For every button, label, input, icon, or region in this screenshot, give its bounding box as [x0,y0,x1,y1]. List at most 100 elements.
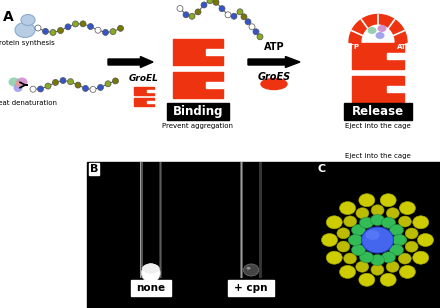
Circle shape [35,25,41,31]
Circle shape [245,19,251,25]
Bar [140,162,141,278]
Ellipse shape [348,234,363,245]
Circle shape [249,24,255,30]
Ellipse shape [142,264,160,282]
Ellipse shape [261,79,287,90]
Circle shape [67,79,73,85]
Polygon shape [134,98,154,106]
Circle shape [207,0,213,4]
Ellipse shape [400,202,415,215]
Bar [344,103,412,120]
Circle shape [30,86,36,92]
Bar [160,162,161,278]
Ellipse shape [370,214,385,225]
FancyArrow shape [248,56,300,67]
Ellipse shape [356,208,369,219]
Bar [315,162,440,308]
Bar [87,162,315,308]
Ellipse shape [398,216,411,227]
Ellipse shape [356,261,369,272]
Polygon shape [206,82,224,87]
Ellipse shape [386,261,399,272]
Ellipse shape [375,32,385,39]
Circle shape [213,0,219,5]
Ellipse shape [418,233,433,246]
Polygon shape [387,86,405,91]
Polygon shape [362,25,394,43]
Ellipse shape [380,273,396,286]
Text: Heat denaturation: Heat denaturation [0,100,57,106]
Circle shape [75,82,81,88]
Text: Binding: Binding [173,105,223,118]
Ellipse shape [371,205,384,216]
Ellipse shape [359,217,374,228]
Ellipse shape [337,228,350,239]
Circle shape [88,23,93,30]
Text: ATP: ATP [345,44,359,50]
Ellipse shape [344,216,357,227]
Ellipse shape [398,253,411,264]
Ellipse shape [340,265,356,278]
Ellipse shape [359,252,374,263]
Text: none: none [136,283,165,293]
Polygon shape [173,38,223,64]
Text: B: B [90,164,99,174]
Polygon shape [147,90,155,91]
Circle shape [117,25,124,31]
Ellipse shape [322,233,337,246]
Text: Release: Release [352,105,404,118]
Circle shape [113,78,118,84]
Text: C: C [318,164,326,174]
Polygon shape [147,100,155,103]
Text: C: C [318,164,326,174]
Circle shape [80,21,86,27]
Ellipse shape [142,264,160,274]
Ellipse shape [378,25,386,32]
Bar [131,280,171,296]
Circle shape [201,2,207,8]
Circle shape [95,27,101,33]
Circle shape [195,9,201,15]
Ellipse shape [15,81,21,87]
Text: Eject into the cage: Eject into the cage [345,123,411,129]
Polygon shape [173,71,223,98]
Text: Eject into the cage: Eject into the cage [345,153,411,159]
Circle shape [237,9,243,15]
Bar [159,162,162,278]
Ellipse shape [381,252,396,263]
Bar [260,162,261,278]
Circle shape [177,6,183,11]
Circle shape [225,12,231,18]
Polygon shape [352,75,404,102]
Circle shape [231,13,237,19]
Circle shape [103,29,109,35]
Ellipse shape [362,227,393,253]
Polygon shape [352,43,404,68]
Ellipse shape [352,225,366,236]
Circle shape [52,79,59,85]
Ellipse shape [366,230,379,240]
Circle shape [183,12,189,18]
Polygon shape [134,87,154,95]
Bar [241,162,242,278]
Circle shape [110,29,116,34]
Circle shape [241,14,247,20]
Ellipse shape [340,202,356,215]
Circle shape [58,27,63,34]
Ellipse shape [15,22,35,38]
Text: A: A [3,10,14,24]
Text: ATP: ATP [264,42,284,52]
Circle shape [90,87,96,92]
Ellipse shape [381,217,396,228]
Polygon shape [206,48,224,55]
Text: + cpn: + cpn [235,283,268,293]
Ellipse shape [392,234,407,245]
Ellipse shape [14,84,22,92]
Ellipse shape [246,267,250,270]
Ellipse shape [21,14,35,26]
Circle shape [257,34,263,40]
Ellipse shape [359,273,375,286]
Bar [228,280,274,296]
Circle shape [219,6,225,12]
Ellipse shape [367,27,377,34]
